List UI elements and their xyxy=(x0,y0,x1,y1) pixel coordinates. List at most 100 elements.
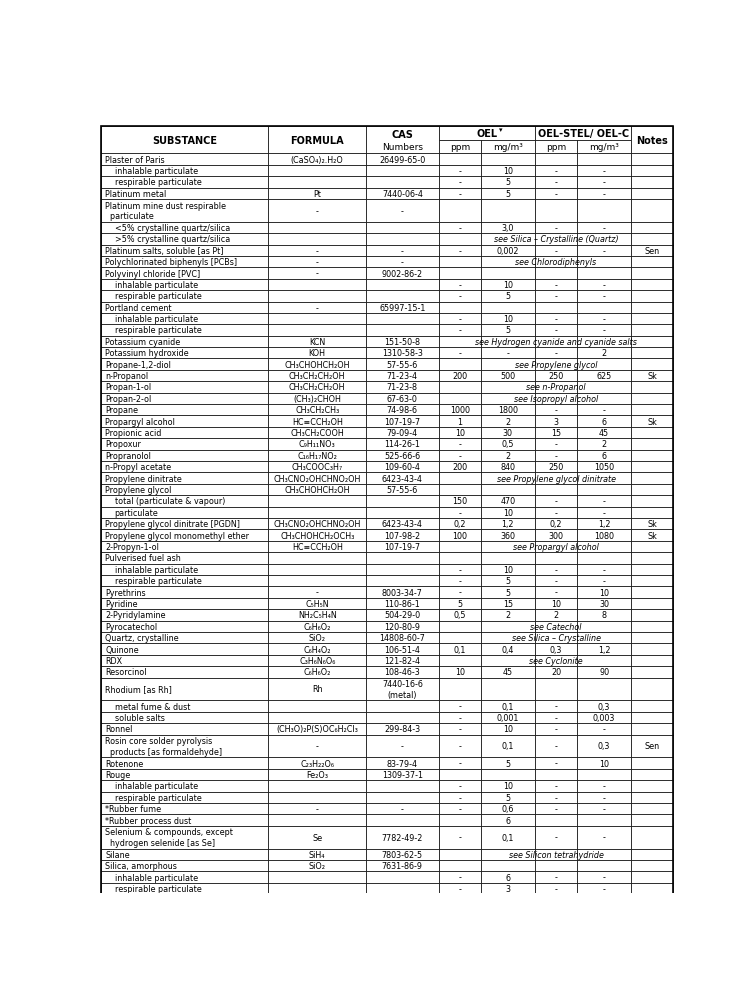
Bar xyxy=(439,314,481,325)
Bar xyxy=(577,246,631,257)
Bar xyxy=(481,450,535,461)
Bar xyxy=(577,359,631,370)
Text: -: - xyxy=(401,207,404,216)
Bar xyxy=(100,769,269,780)
Bar xyxy=(439,291,481,302)
Text: -: - xyxy=(602,326,606,335)
Bar xyxy=(535,439,577,450)
Bar xyxy=(439,723,481,735)
Bar xyxy=(269,769,366,780)
Bar xyxy=(366,814,439,825)
Bar xyxy=(100,564,269,576)
Text: n-Propyl acetate: n-Propyl acetate xyxy=(105,462,171,471)
Text: Propylene glycol: Propylene glycol xyxy=(105,485,171,494)
Text: -: - xyxy=(602,509,606,518)
Text: 7782-49-2: 7782-49-2 xyxy=(382,832,423,842)
Text: respirable particulate: respirable particulate xyxy=(115,793,202,802)
Bar xyxy=(439,359,481,370)
Text: -: - xyxy=(316,258,319,267)
Bar xyxy=(269,791,366,803)
Text: -: - xyxy=(555,741,557,750)
Bar xyxy=(535,508,577,519)
Bar xyxy=(535,735,577,757)
Bar xyxy=(366,257,439,268)
Text: -: - xyxy=(316,207,319,216)
Bar xyxy=(366,484,439,495)
Text: 106-51-4: 106-51-4 xyxy=(384,645,421,654)
Bar xyxy=(269,177,366,189)
Bar xyxy=(631,393,673,404)
Text: 2: 2 xyxy=(553,611,559,620)
Bar xyxy=(577,416,631,427)
Text: metal fume & dust: metal fume & dust xyxy=(115,702,190,711)
Bar xyxy=(439,791,481,803)
Text: SiO₂: SiO₂ xyxy=(309,862,325,871)
Bar xyxy=(535,530,577,542)
Text: 5: 5 xyxy=(505,588,510,597)
Bar xyxy=(100,632,269,644)
Text: 9002-86-2: 9002-86-2 xyxy=(382,269,423,278)
Text: 0,3: 0,3 xyxy=(598,702,610,711)
Text: 71-23-8: 71-23-8 xyxy=(387,383,418,392)
Bar xyxy=(100,495,269,508)
Bar xyxy=(631,814,673,825)
Text: 470: 470 xyxy=(501,496,516,506)
Text: -: - xyxy=(458,804,461,813)
Text: ppm: ppm xyxy=(546,142,566,151)
Bar xyxy=(535,234,577,246)
Text: 6: 6 xyxy=(505,815,510,824)
Bar xyxy=(535,564,577,576)
Text: -: - xyxy=(458,873,461,882)
Bar xyxy=(439,757,481,769)
Bar xyxy=(481,280,535,291)
Text: ppm: ppm xyxy=(450,142,470,151)
Bar xyxy=(439,302,481,314)
Text: 0,4: 0,4 xyxy=(502,645,514,654)
Text: -: - xyxy=(555,496,557,506)
Bar xyxy=(439,234,481,246)
Text: 150: 150 xyxy=(452,496,467,506)
Text: -: - xyxy=(401,804,404,813)
Text: -: - xyxy=(555,326,557,335)
Bar xyxy=(439,246,481,257)
Text: -: - xyxy=(555,566,557,575)
Text: 10: 10 xyxy=(599,759,609,767)
Text: 299-84-3: 299-84-3 xyxy=(384,724,421,733)
Bar xyxy=(269,553,366,564)
Text: Propane-1,2-diol: Propane-1,2-diol xyxy=(105,360,171,369)
Bar xyxy=(577,439,631,450)
Text: HC≡CCH₂OH: HC≡CCH₂OH xyxy=(291,543,343,552)
Bar xyxy=(366,712,439,723)
Bar xyxy=(577,883,631,895)
Bar xyxy=(100,404,269,416)
Bar xyxy=(100,587,269,598)
Bar xyxy=(535,598,577,610)
Text: CH₃CH₂COOH: CH₃CH₂COOH xyxy=(291,428,344,437)
Bar xyxy=(100,165,269,177)
Bar xyxy=(100,678,269,701)
Text: 7631-86-9: 7631-86-9 xyxy=(382,862,423,871)
Bar xyxy=(366,126,439,154)
Text: 3,0: 3,0 xyxy=(502,224,514,233)
Text: -: - xyxy=(401,258,404,267)
Bar xyxy=(269,126,366,154)
Bar xyxy=(481,370,535,382)
Text: 57-55-6: 57-55-6 xyxy=(387,485,418,494)
Text: -: - xyxy=(555,440,557,449)
Text: see Hydrogen cyanide and cyanide salts: see Hydrogen cyanide and cyanide salts xyxy=(475,338,637,347)
Text: 8003-34-7: 8003-34-7 xyxy=(382,588,423,597)
Text: 1050: 1050 xyxy=(594,462,615,471)
Bar xyxy=(535,632,577,644)
Bar xyxy=(100,530,269,542)
Text: -: - xyxy=(458,166,461,176)
Bar xyxy=(366,564,439,576)
Bar xyxy=(631,757,673,769)
Bar xyxy=(481,576,535,587)
Text: inhalable particulate: inhalable particulate xyxy=(115,281,198,290)
Bar xyxy=(535,450,577,461)
Bar xyxy=(631,610,673,621)
Bar xyxy=(631,803,673,814)
Bar xyxy=(535,427,577,439)
Bar xyxy=(535,404,577,416)
Text: CH₃CNO₂OHCHNO₂OH: CH₃CNO₂OHCHNO₂OH xyxy=(273,520,361,529)
